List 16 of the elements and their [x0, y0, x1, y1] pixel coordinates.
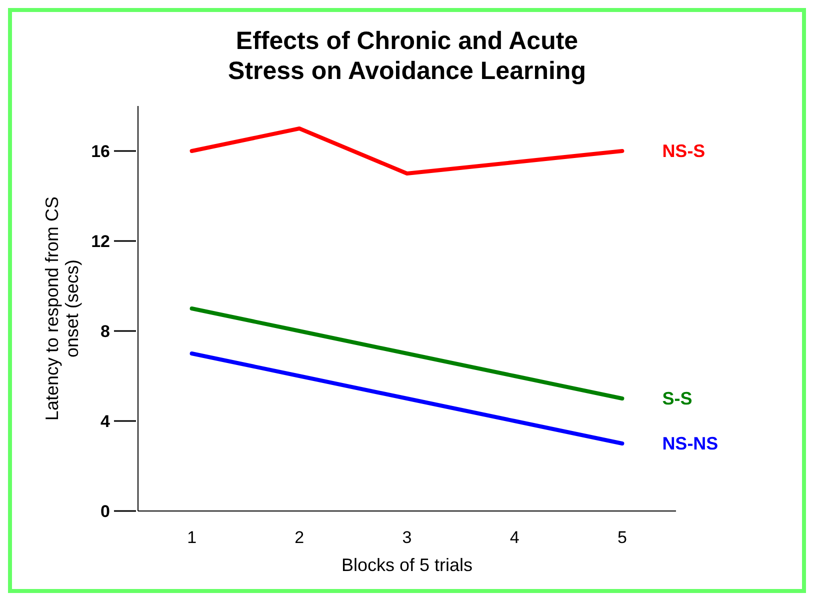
y-tick-label: 16 — [91, 142, 110, 161]
y-tick-label: 0 — [100, 502, 110, 521]
text: NS-S — [662, 141, 706, 161]
x-tick-label: 1 — [187, 528, 197, 548]
chart-title: Effects of Chronic and Acute Stress on Avoidance Learning — [227, 26, 587, 86]
x-tick-label: 3 — [402, 528, 412, 548]
y-axis-title: Latency to respond from CS onset (secs) — [42, 196, 82, 421]
x-tick-label: 4 — [510, 528, 520, 548]
y-tick-label: 8 — [100, 322, 110, 341]
x-tick-label: 2 — [294, 528, 304, 548]
text: NS-NS — [662, 434, 718, 454]
text: S-S — [662, 388, 692, 408]
x-tick-label: 5 — [617, 528, 627, 548]
x-axis-title: Blocks of 5 trials — [341, 555, 473, 575]
y-tick-label: 12 — [91, 232, 110, 251]
y-tick-label: 4 — [100, 412, 111, 431]
